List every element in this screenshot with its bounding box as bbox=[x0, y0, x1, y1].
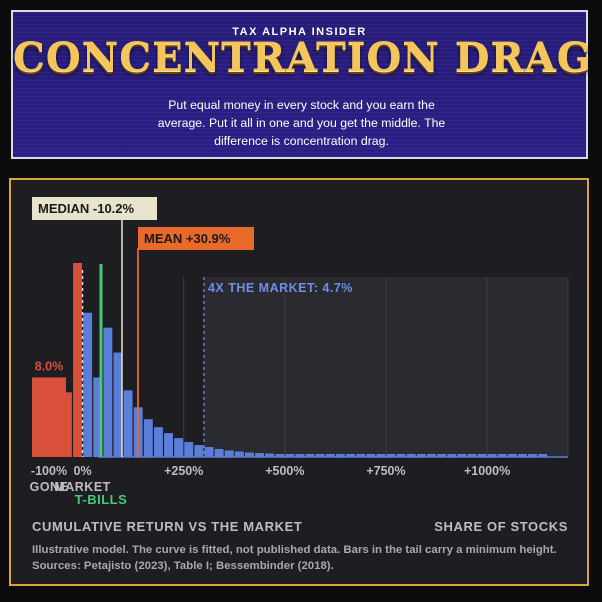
histogram-bar bbox=[507, 454, 517, 457]
histogram-bar bbox=[467, 454, 477, 457]
histogram-bar bbox=[386, 454, 396, 457]
brand-label: TAX ALPHA INSIDER bbox=[232, 26, 367, 38]
histogram-bar bbox=[336, 454, 345, 457]
histogram-bar bbox=[164, 433, 174, 457]
histogram-bar bbox=[275, 454, 285, 457]
histogram-bar bbox=[244, 452, 254, 457]
histogram-bar bbox=[174, 438, 184, 457]
note-line-2: Sources: Petajisto (2023), Table I; Bess… bbox=[32, 560, 334, 572]
histogram-bar bbox=[113, 352, 123, 457]
x-tick-label: 0% bbox=[74, 464, 92, 478]
x-tick-label: +750% bbox=[366, 464, 405, 478]
histogram-bar bbox=[73, 263, 82, 457]
histogram-bar bbox=[123, 390, 133, 457]
histogram-bar bbox=[234, 451, 244, 457]
note-line-1: Illustrative model. The curve is fitted,… bbox=[32, 544, 557, 556]
page-title: CONCENTRATION DRAG bbox=[13, 34, 592, 81]
histogram-bar bbox=[518, 454, 527, 457]
histogram-bar bbox=[427, 454, 436, 457]
histogram-bar bbox=[376, 454, 386, 457]
mean-label-box bbox=[138, 227, 254, 250]
histogram-bar bbox=[356, 454, 366, 457]
histogram-bar bbox=[487, 454, 497, 457]
mean-label: MEAN +30.9% bbox=[144, 231, 231, 246]
histogram-bar bbox=[153, 427, 163, 457]
histogram-bar bbox=[93, 377, 103, 457]
histogram-bar bbox=[255, 453, 265, 457]
histogram-bar bbox=[62, 392, 72, 457]
histogram-bar bbox=[265, 453, 275, 457]
histogram-bar bbox=[103, 327, 113, 457]
histogram-bar bbox=[295, 454, 305, 457]
histogram-bar bbox=[477, 454, 487, 457]
histogram-bar bbox=[538, 454, 548, 457]
page-subtitle: Put equal money in every stock and you e… bbox=[157, 98, 446, 148]
histogram-bar bbox=[416, 454, 426, 457]
x-tick-sublabel: MARKET bbox=[54, 480, 110, 494]
histogram-bar bbox=[305, 454, 315, 457]
histogram-bar bbox=[214, 449, 224, 457]
header-banner: TAX ALPHA INSIDER CONCENTRATION DRAG Put… bbox=[11, 10, 592, 159]
histogram-bar bbox=[457, 454, 467, 457]
histogram-bar bbox=[437, 454, 447, 457]
histogram-bar bbox=[447, 454, 457, 457]
y-axis-title: SHARE OF STOCKS bbox=[434, 519, 568, 534]
x-tick-sublabel: GONE bbox=[30, 480, 69, 494]
histogram-bar bbox=[83, 312, 93, 457]
histogram-bar bbox=[528, 454, 538, 457]
histogram-bar bbox=[184, 442, 194, 457]
median-label-box bbox=[32, 197, 157, 220]
histogram-bar bbox=[325, 454, 335, 457]
histogram-bar bbox=[366, 454, 376, 457]
histogram-bar bbox=[143, 419, 153, 457]
histogram-bar bbox=[346, 454, 356, 457]
histogram-bar bbox=[315, 454, 325, 457]
histogram-bar bbox=[396, 454, 406, 457]
x-tick-label: +250% bbox=[164, 464, 203, 478]
tbills-label: T-BILLS bbox=[75, 492, 128, 507]
x-tick-label: -100% bbox=[31, 464, 67, 478]
tail-label: 4X THE MARKET: 4.7% bbox=[208, 281, 353, 295]
median-label: MEDIAN -10.2% bbox=[38, 201, 135, 216]
x-axis-title: CUMULATIVE RETURN VS THE MARKET bbox=[32, 519, 303, 534]
histogram-bar bbox=[497, 454, 507, 457]
histogram-bar bbox=[285, 454, 295, 457]
x-tick-label: +500% bbox=[265, 464, 304, 478]
x-tick-label: +1000% bbox=[464, 464, 510, 478]
chart-note: Illustrative model. The curve is fitted,… bbox=[32, 542, 580, 574]
gone-bar-label: 8.0% bbox=[35, 359, 64, 373]
histogram-bar bbox=[194, 445, 204, 457]
histogram-bar bbox=[406, 454, 416, 457]
histogram-bar bbox=[204, 447, 214, 457]
gone-bar bbox=[32, 377, 66, 457]
histogram-bar bbox=[224, 450, 234, 457]
